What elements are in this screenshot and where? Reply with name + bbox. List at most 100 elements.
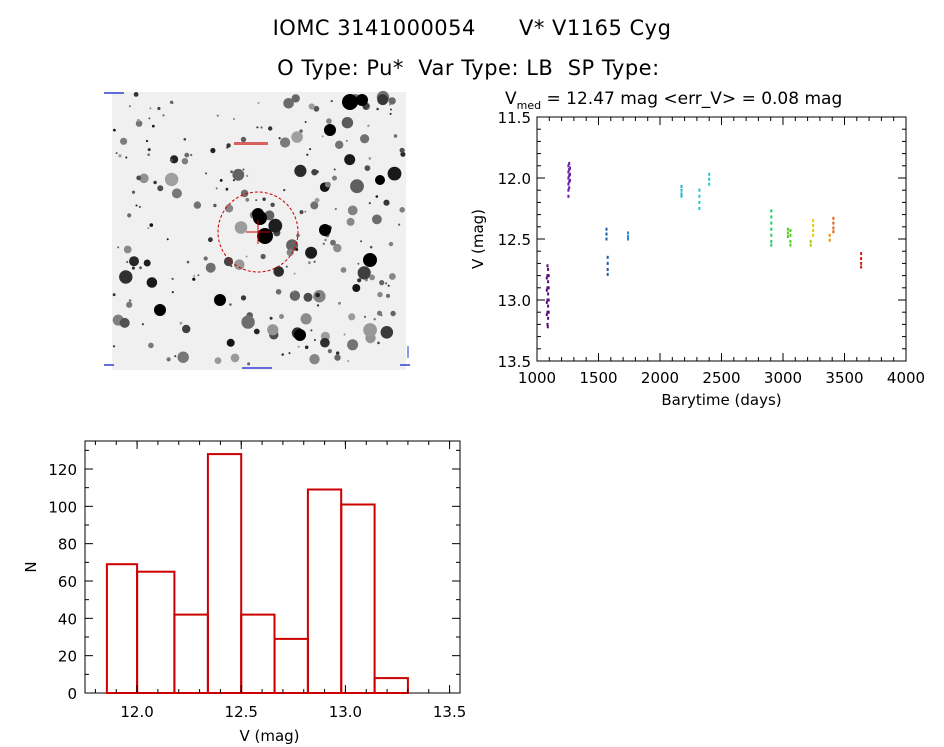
bright-star [363, 253, 377, 267]
star-dot [297, 345, 300, 348]
y-tick-label: 20 [58, 648, 77, 666]
star-dot [288, 352, 291, 355]
bright-star [375, 175, 385, 185]
star-dot [315, 292, 320, 298]
star-dot [256, 126, 259, 129]
star-dot [383, 199, 390, 206]
star-dot [313, 260, 316, 263]
star-dot [164, 172, 179, 187]
star-dot [232, 117, 235, 121]
star-dot [260, 126, 263, 129]
data-point [546, 325, 549, 329]
data-point [546, 264, 549, 268]
star-dot [171, 188, 182, 199]
star-dot [148, 117, 151, 120]
star-dot [315, 170, 319, 174]
data-point [627, 235, 629, 239]
title-subscript: med [517, 99, 541, 112]
star-dot [357, 266, 371, 280]
data-point [567, 188, 570, 192]
data-point [547, 310, 550, 314]
data-point [789, 243, 792, 247]
star-dot [389, 273, 396, 280]
star-dot [388, 97, 396, 105]
data-point [547, 268, 550, 271]
star-dot [399, 147, 405, 153]
star-dot [113, 128, 116, 132]
corner-tag-br [400, 364, 410, 366]
data-point [546, 322, 549, 326]
star-dot [240, 136, 247, 143]
data-point [547, 316, 550, 320]
star-dot [313, 339, 316, 341]
data-point [680, 194, 683, 198]
hist-frame [84, 440, 461, 694]
star-dot [275, 289, 282, 295]
data-point [680, 185, 683, 188]
x-tick-label: 13.0 [329, 703, 362, 721]
data-point [546, 298, 549, 302]
star-dot [162, 114, 165, 117]
sp-type-label: SP Type: [567, 56, 660, 80]
star-dot [117, 246, 120, 249]
data-point [812, 219, 815, 223]
star-dot [352, 284, 361, 292]
star-dot [223, 256, 234, 267]
star-dot [174, 355, 177, 358]
data-point [567, 194, 570, 198]
hist-bar [206, 453, 243, 694]
star-dot [303, 292, 313, 302]
data-point [828, 233, 831, 237]
star-dot [344, 154, 356, 166]
star-dot [232, 168, 245, 181]
x-tick-label: 13.5 [433, 703, 466, 721]
star-dot [147, 148, 151, 152]
star-dot [338, 301, 341, 305]
star-dot [283, 188, 286, 192]
data-point [860, 261, 863, 265]
star-dot [347, 360, 350, 362]
star-dot [334, 354, 341, 361]
star-dot [141, 323, 144, 326]
star-dot [120, 137, 128, 145]
star-dot [347, 339, 359, 351]
neighbor-star [252, 208, 264, 220]
data-point [770, 215, 773, 219]
star-dot [112, 293, 116, 297]
data-point [567, 176, 570, 180]
title-prefix: V [505, 89, 517, 109]
star-dot [360, 240, 363, 243]
star-dot [139, 173, 149, 184]
data-point [547, 286, 550, 290]
star-dot [388, 241, 394, 247]
data-point [770, 209, 773, 213]
star-dot [340, 267, 347, 273]
bright-star [154, 304, 166, 316]
star-dot [308, 103, 315, 110]
star-dot [229, 303, 232, 306]
star-dot [367, 124, 370, 127]
star-dot [343, 333, 346, 336]
star-name: V* V1165 Cyg [518, 16, 672, 40]
star-dot [145, 139, 149, 143]
star-dot [390, 310, 396, 317]
var-type-value: LB [526, 56, 554, 80]
star-dot [369, 274, 375, 281]
star-dot [278, 137, 281, 140]
star-dot [293, 272, 296, 275]
star-dot [226, 338, 235, 347]
star-dot [127, 213, 132, 218]
star-dot [350, 179, 364, 194]
star-dot [333, 243, 342, 253]
star-dot [291, 94, 300, 103]
o-type-label: O Type: [277, 56, 360, 80]
x-axis-label: V (mag) [239, 727, 299, 745]
y-tick-label: 100 [48, 498, 77, 516]
star-dot [273, 266, 284, 277]
star-dot [126, 301, 133, 308]
star-dot [326, 118, 332, 124]
star-dot [260, 253, 266, 260]
data-point [547, 304, 550, 308]
star-dot [280, 137, 291, 148]
star-dot [171, 291, 174, 294]
